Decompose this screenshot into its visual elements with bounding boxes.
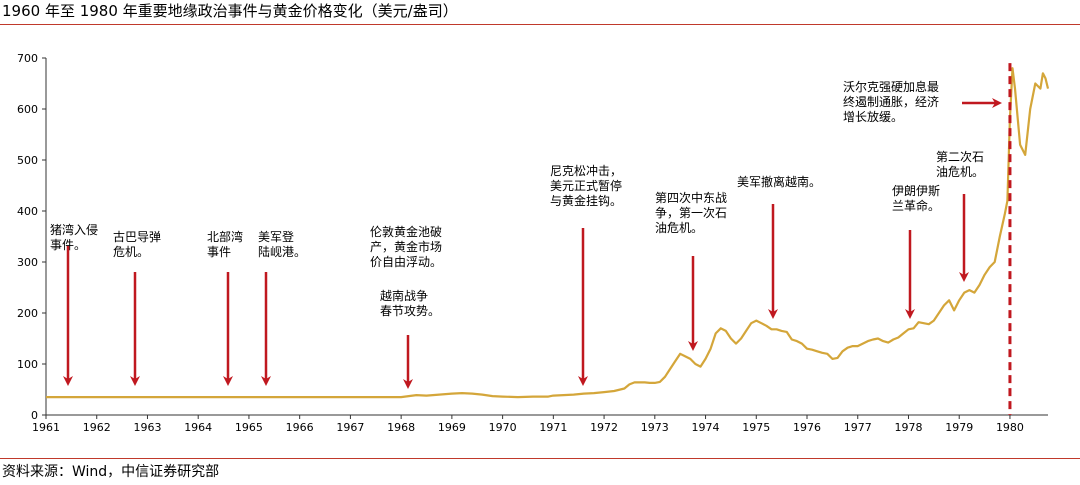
event-label-line: 伦敦黄金池破: [370, 224, 442, 239]
x-tick-label: 1970: [489, 421, 517, 434]
event-label-line: 美军撤离越南。: [737, 174, 821, 189]
x-tick-label: 1969: [438, 421, 466, 434]
chart-title: 1960 年至 1980 年重要地缘政治事件与黄金价格变化（美元/盎司）: [2, 2, 458, 20]
x-tick-label: 1977: [844, 421, 872, 434]
event-annotation: 美军撤离越南。: [737, 174, 821, 319]
event-label-line: 美军登: [258, 229, 294, 244]
x-tick-label: 1964: [184, 421, 212, 434]
x-tick-label: 1962: [83, 421, 111, 434]
y-tick-label: 500: [17, 154, 38, 167]
event-label-line: 危机。: [113, 245, 149, 259]
event-label-line: 第二次石: [936, 150, 984, 164]
x-tick-label: 1963: [133, 421, 161, 434]
event-label-line: 北部湾: [207, 229, 243, 244]
x-tick-label: 1972: [590, 421, 618, 434]
x-tick-label: 1966: [286, 421, 314, 434]
y-tick-label: 100: [17, 358, 38, 371]
x-tick-label: 1978: [894, 421, 922, 434]
event-label-line: 争，第一次石: [655, 206, 727, 220]
x-tick-label: 1961: [32, 421, 60, 434]
x-tick-label: 1973: [641, 421, 669, 434]
gold-price-chart: 0 100 200 300 400 500 600 700 1961 1962 1963 1964 19…: [17, 52, 1050, 434]
event-label-line: 兰革命。: [892, 198, 940, 213]
event-label-line: 陆岘港。: [258, 244, 306, 259]
event-label-line: 价自由浮动。: [370, 255, 442, 269]
source-note: 资料来源：Wind，中信证券研究部: [2, 464, 220, 480]
event-label-line: 产，黄金市场: [370, 239, 442, 254]
y-tick-label: 700: [17, 52, 38, 65]
event-label-line: 尼克松冲击，: [550, 163, 622, 178]
chart-axes: 0 100 200 300 400 500 600 700 1961 1962 1963 1964 19…: [17, 52, 1048, 434]
x-tick-label: 1980: [996, 421, 1024, 434]
chart-annotations: 猪湾入侵事件。古巴导弹危机。北部湾事件美军登陆岘港。伦敦黄金池破产，黄金市场价自…: [50, 79, 1002, 389]
title-rule: [0, 24, 1080, 25]
y-tick-label: 0: [31, 409, 38, 422]
x-tick-label: 1975: [742, 421, 770, 434]
event-label-line: 古巴导弹: [113, 229, 161, 244]
event-label-line: 油危机。: [936, 165, 984, 179]
x-tick-label: 1965: [235, 421, 263, 434]
y-tick-label: 300: [17, 256, 38, 269]
event-label-line: 与黄金挂钩。: [550, 193, 622, 208]
y-tick-label: 400: [17, 205, 38, 218]
event-label-line: 油危机。: [655, 221, 703, 235]
event-label-line: 第四次中东战: [655, 190, 727, 205]
x-tick-label: 1967: [336, 421, 364, 434]
gold-price-line: [46, 67, 1050, 399]
event-label-line: 增长放缓。: [843, 109, 903, 124]
chart-marks: [46, 63, 1050, 415]
event-label-line: 终遏制通胀，经济: [843, 94, 939, 109]
event-label-line: 春节攻势。: [380, 304, 440, 318]
x-tick-label: 1976: [793, 421, 821, 434]
event-label-line: 事件。: [50, 238, 86, 252]
x-tick-label: 1979: [945, 421, 973, 434]
x-tick-label: 1974: [692, 421, 720, 434]
event-label-line: 伊朗伊斯: [892, 184, 940, 198]
x-tick-label: 1968: [387, 421, 415, 434]
event-label-line: 沃尔克强硬加息最: [843, 79, 939, 94]
event-label-line: 事件: [207, 245, 231, 259]
x-tick-label: 1971: [539, 421, 567, 434]
event-label-line: 猪湾入侵: [50, 222, 98, 237]
event-label-line: 美元正式暂停: [550, 178, 622, 193]
y-tick-label: 200: [17, 307, 38, 320]
event-label-line: 越南战争: [380, 288, 428, 303]
source-rule: [0, 458, 1080, 459]
y-tick-label: 600: [17, 103, 38, 116]
